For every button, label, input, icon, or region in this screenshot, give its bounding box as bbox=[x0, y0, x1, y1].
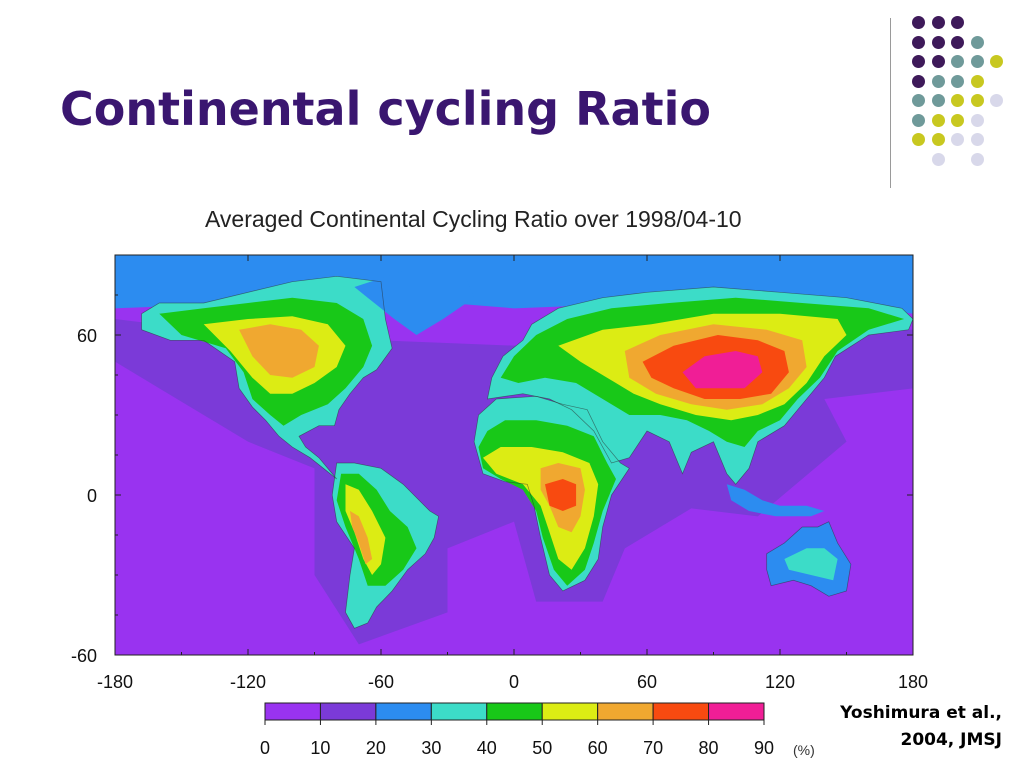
colorbar-tick-label: 90 bbox=[754, 738, 774, 758]
decorative-dot bbox=[912, 94, 925, 107]
coastline-australia-outer bbox=[766, 521, 852, 597]
decorative-dot-grid bbox=[900, 10, 1020, 170]
coastline-africa-outer bbox=[473, 395, 630, 592]
chart-title: Averaged Continental Cycling Ratio over … bbox=[205, 206, 742, 232]
decorative-dot bbox=[931, 16, 945, 29]
decorative-dot bbox=[912, 74, 925, 88]
decorative-dot bbox=[912, 55, 925, 68]
region-greenland bbox=[354, 271, 475, 335]
colorbar-segment bbox=[597, 702, 654, 721]
citation: Yoshimura et al., 2004, JMSJ bbox=[840, 700, 1002, 754]
colorbar-tick-label: 10 bbox=[310, 738, 330, 758]
decorative-dot bbox=[931, 35, 945, 49]
decorative-dot bbox=[970, 55, 984, 68]
decorative-dot bbox=[912, 113, 925, 127]
decorative-dot bbox=[931, 113, 945, 127]
colorbar-segment bbox=[708, 702, 765, 721]
y-tick-label: 0 bbox=[87, 486, 97, 506]
decorative-dot bbox=[931, 133, 945, 146]
decorative-dot bbox=[912, 16, 925, 29]
y-tick-label: -60 bbox=[71, 646, 97, 666]
x-tick-label: 180 bbox=[898, 672, 928, 692]
colorbar-tick-label: 30 bbox=[421, 738, 441, 758]
decorative-dot bbox=[951, 35, 964, 49]
colorbar-segment bbox=[375, 702, 432, 721]
decorative-dot bbox=[931, 94, 945, 107]
colorbar-tick-label: 80 bbox=[699, 738, 719, 758]
slide-title: Continental cycling Ratio bbox=[60, 82, 711, 136]
x-tick-label: 60 bbox=[637, 672, 657, 692]
y-tick-label: 60 bbox=[77, 326, 97, 346]
decorative-dot bbox=[970, 133, 984, 146]
decorative-dot bbox=[951, 113, 964, 127]
colorbar-tick-label: 50 bbox=[532, 738, 552, 758]
x-tick-label: 0 bbox=[509, 672, 519, 692]
colorbar-segment bbox=[652, 702, 710, 721]
decorative-dot bbox=[970, 152, 984, 166]
decorative-dot bbox=[951, 55, 964, 68]
region-north-america-orange bbox=[239, 324, 319, 378]
decorative-dot bbox=[970, 35, 984, 49]
decorative-dot bbox=[970, 113, 984, 127]
decorative-dot bbox=[951, 16, 964, 29]
colorbar-tick-label: 20 bbox=[366, 738, 386, 758]
colorbar-segment bbox=[486, 702, 543, 721]
colorbar-unit: (%) bbox=[793, 742, 815, 758]
title-divider bbox=[890, 18, 891, 188]
region-south-america-yellow bbox=[345, 484, 386, 575]
decorative-dot bbox=[931, 152, 945, 166]
region-indonesia bbox=[726, 484, 825, 517]
x-tick-label: -120 bbox=[230, 672, 266, 692]
colorbar-segment bbox=[541, 702, 599, 721]
x-tick-label: -60 bbox=[368, 672, 394, 692]
coastline-south-america-outer bbox=[331, 462, 439, 629]
colorbar-segment bbox=[264, 702, 321, 721]
decorative-dot bbox=[990, 55, 1003, 68]
colorbar-tick-label: 40 bbox=[477, 738, 497, 758]
region-africa-red bbox=[545, 479, 577, 511]
coastline-north-america-outer bbox=[141, 275, 393, 480]
colorbar-tick-label: 60 bbox=[588, 738, 608, 758]
region-australia-inner bbox=[784, 548, 838, 581]
colorbar-segment bbox=[319, 702, 377, 721]
decorative-dot bbox=[931, 74, 945, 88]
decorative-dot bbox=[912, 35, 925, 49]
decorative-dot bbox=[970, 74, 984, 88]
decorative-dot bbox=[951, 133, 964, 146]
region-eurasia-magenta bbox=[682, 351, 763, 389]
x-tick-label: -180 bbox=[97, 672, 133, 692]
coastline-eurasia-outer bbox=[486, 286, 913, 485]
colorbar-segment bbox=[430, 702, 488, 721]
citation-authors: Yoshimura et al., bbox=[840, 703, 1002, 723]
colorbar-tick-label: 0 bbox=[260, 738, 270, 758]
colorbar-tick-label: 70 bbox=[643, 738, 663, 758]
decorative-dot bbox=[970, 94, 984, 107]
citation-journal: 2004, JMSJ bbox=[900, 730, 1002, 750]
decorative-dot bbox=[951, 74, 964, 88]
decorative-dot bbox=[912, 133, 925, 146]
decorative-dot bbox=[931, 55, 945, 68]
decorative-dot bbox=[951, 94, 964, 107]
decorative-dot bbox=[990, 94, 1003, 107]
region-south-america-orange bbox=[350, 511, 373, 565]
x-tick-label: 120 bbox=[765, 672, 795, 692]
